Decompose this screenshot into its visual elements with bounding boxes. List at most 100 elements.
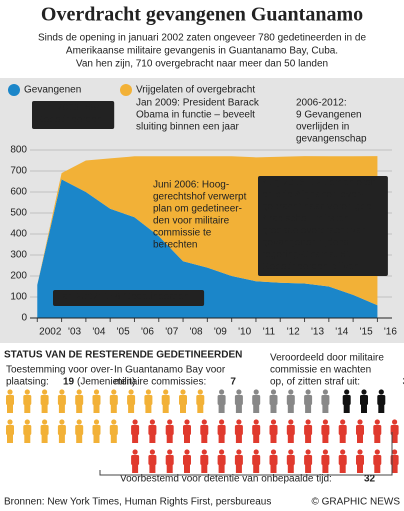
- annotation: commissie te: [153, 228, 212, 239]
- legs: [357, 434, 363, 443]
- legs: [76, 404, 83, 413]
- legs: [235, 434, 242, 443]
- body: [373, 455, 382, 465]
- source: Bronnen: New York Times, Human Rights Fi…: [4, 497, 271, 508]
- person-icon: [144, 389, 153, 413]
- annotation: Gedetineerden blijven: [262, 262, 359, 273]
- legs: [391, 464, 398, 473]
- legend-swatch: [120, 84, 132, 96]
- person-icon: [321, 389, 330, 413]
- body: [75, 425, 84, 435]
- person-icon: [148, 449, 157, 473]
- group-label: Veroordeeld door militaire: [270, 353, 384, 364]
- area: [37, 179, 378, 318]
- body: [252, 395, 261, 405]
- body: [338, 455, 347, 465]
- group-label: militaire commissies:: [114, 377, 206, 388]
- legs: [270, 404, 277, 413]
- legs: [218, 434, 225, 443]
- person-icon: [6, 419, 14, 443]
- body: [109, 395, 118, 405]
- legs: [7, 434, 13, 443]
- group-label: Voorbestemd voor detentie van onbepaalde…: [120, 474, 332, 485]
- person-icon: [304, 419, 313, 443]
- head: [59, 419, 65, 425]
- body: [269, 395, 278, 405]
- person-icon: [269, 419, 278, 443]
- person-icon: [304, 389, 313, 413]
- head: [149, 449, 155, 455]
- head: [361, 389, 367, 395]
- body: [23, 425, 32, 435]
- person-icon: [6, 389, 14, 413]
- head: [184, 419, 190, 425]
- body: [183, 455, 191, 465]
- body: [109, 425, 118, 435]
- person-icon: [234, 389, 243, 413]
- body: [269, 425, 278, 435]
- legs: [184, 464, 190, 473]
- body: [148, 455, 157, 465]
- legs: [110, 434, 117, 443]
- head: [236, 419, 242, 425]
- body: [234, 455, 243, 465]
- annotation: Jan 2009: President Barack: [136, 98, 260, 109]
- legs: [184, 434, 190, 443]
- legs: [145, 404, 152, 413]
- chart-title: Overdracht gevangenen Guantanamo: [41, 4, 363, 26]
- body: [6, 395, 14, 405]
- y-tick-label: 800: [10, 145, 27, 156]
- legs: [305, 404, 312, 413]
- legend-swatch: [8, 84, 20, 96]
- annotation: Juni 2006: Hoog-: [153, 180, 229, 191]
- head: [149, 419, 155, 425]
- body: [92, 425, 101, 435]
- annotation: grootste overdracht van: [262, 226, 367, 237]
- legs: [374, 464, 381, 473]
- body: [127, 395, 136, 405]
- y-tick-label: 0: [21, 313, 27, 324]
- legs: [391, 434, 398, 443]
- legs: [132, 464, 139, 473]
- person-icon: [390, 419, 399, 443]
- annotation: regering-Obama. 61: [262, 250, 352, 261]
- person-icon: [321, 419, 330, 443]
- person-icon: [286, 449, 295, 473]
- legs: [41, 434, 48, 443]
- group-label: commissie en wachten: [270, 365, 371, 376]
- person-icon: [390, 449, 399, 473]
- head: [288, 419, 294, 425]
- x-tick-label: '09: [214, 327, 227, 338]
- y-tick-label: 500: [10, 208, 27, 219]
- annotation: Jan 2002: 158 Gedetineerden: [57, 292, 189, 303]
- body: [377, 395, 386, 405]
- group-label: In Guantanamo Bay voor: [114, 365, 226, 376]
- person-icon: [148, 419, 157, 443]
- person-icon: [360, 389, 368, 413]
- head: [340, 419, 346, 425]
- annotation: berechten: [153, 240, 197, 251]
- body: [6, 425, 14, 435]
- person-icon: [286, 389, 295, 413]
- legs: [270, 464, 277, 473]
- legs: [253, 464, 260, 473]
- annotation: Juni 2003: 684: [36, 103, 102, 114]
- head: [219, 419, 225, 425]
- person-icon: [131, 419, 140, 443]
- body: [342, 395, 351, 405]
- person-icon: [373, 419, 382, 443]
- body: [217, 455, 226, 465]
- legs: [253, 404, 260, 413]
- head: [132, 449, 138, 455]
- body: [356, 425, 364, 435]
- legs: [287, 434, 294, 443]
- person-icon: [338, 419, 347, 443]
- head: [340, 449, 346, 455]
- subtitle: Amerikaanse militaire gevangenis in Guan…: [66, 46, 338, 57]
- body: [131, 455, 140, 465]
- head: [197, 389, 203, 395]
- group-count: 3: [403, 377, 404, 388]
- head: [378, 389, 384, 395]
- credit: © GRAPHIC NEWS: [312, 497, 401, 508]
- y-tick-label: 300: [10, 250, 27, 261]
